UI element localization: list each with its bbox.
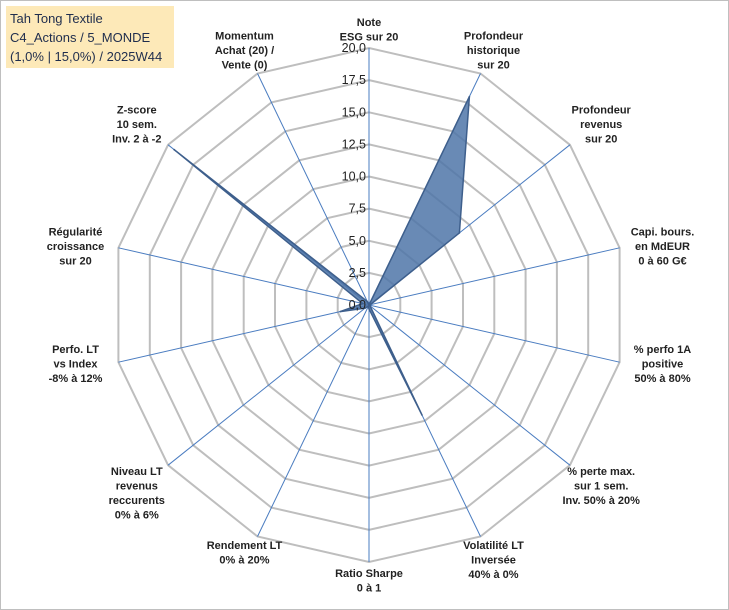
title-line: Tah Tong Textile [10, 11, 103, 26]
axis-label-line: % perfo 1A [634, 344, 692, 356]
axis-label-line: sur 20 [585, 133, 617, 145]
data-point [368, 308, 370, 310]
tick-label: 2,5 [349, 266, 366, 280]
axis-spoke [118, 247, 370, 306]
radar-series [173, 95, 471, 416]
axis-spoke [257, 73, 370, 306]
axis-label-line: 10 sem. [117, 119, 157, 131]
axis-label: Z-score 10 sem. Inv. 2 à -2 [112, 104, 161, 145]
axis-label: Rendement LT 0% à 20% [207, 540, 283, 567]
axis-label-line: sur 20 [477, 60, 509, 72]
axis-spoke [368, 247, 620, 306]
axis-label-line: positive [642, 359, 684, 371]
data-point [366, 300, 369, 303]
tick-label: 7,5 [349, 202, 366, 216]
data-point [468, 95, 471, 98]
axis-label-line: ESG sur 20 [340, 32, 399, 44]
tick-label: 20,0 [342, 41, 366, 55]
data-point [369, 305, 371, 307]
axis-label-line: historique [467, 45, 520, 57]
axis-label-line: Capi. bours. [631, 226, 695, 238]
axis-label-line: vs Index [53, 359, 98, 371]
axis-label: % perte max. sur 1 sem. Inv. 50% à 20% [562, 466, 640, 507]
axis-label-line: croissance [47, 241, 104, 253]
axis-label-line: Achat (20) / [215, 45, 274, 57]
axis-label: Note ESG sur 20 [340, 17, 399, 44]
data-point [367, 305, 370, 308]
axis-label: Ratio Sharpe 0 à 1 [335, 568, 403, 595]
axis-label-line: % perte max. [567, 466, 635, 478]
axis-spoke [118, 304, 370, 363]
data-point [421, 414, 423, 416]
axis-label-line: 0 à 60 G€ [638, 255, 686, 267]
radar-axis-labels: Note ESG sur 20 Profondeur historique sur 20… [47, 17, 695, 595]
tick-label: 0,0 [349, 298, 366, 312]
axis-label-line: revenus [116, 481, 158, 493]
axis-label-line: Z-score [117, 104, 157, 116]
axis-label: Niveau LT revenus reccurents 0% à 6% [109, 466, 165, 522]
axis-label-line: reccurents [109, 495, 165, 507]
data-point [339, 310, 342, 313]
axis-label-line: sur 20 [59, 255, 91, 267]
axis-label: Régularité croissance sur 20 [47, 226, 104, 267]
data-point [173, 148, 175, 151]
axis-label: Perfo. LT vs Index -8% à 12% [49, 344, 103, 385]
tick-label: 15,0 [342, 105, 366, 119]
axis-spoke [257, 304, 370, 537]
axis-label-line: -8% à 12% [49, 373, 103, 385]
data-point [364, 307, 366, 310]
axis-label-line: Ratio Sharpe [335, 568, 403, 580]
data-point [361, 302, 364, 305]
axis-label-line: Régularité [49, 226, 103, 238]
chart-title-box: Tah Tong Textile C4_Actions / 5_MONDE (1… [6, 6, 174, 68]
axis-spoke [167, 304, 370, 466]
axis-label: Profondeur historique sur 20 [464, 31, 524, 72]
axis-label-line: 0% à 6% [115, 510, 159, 522]
axis-label-line: 50% à 80% [634, 373, 690, 385]
axis-label-line: Profondeur [572, 104, 632, 116]
axis-label-line: Profondeur [464, 31, 524, 43]
axis-label-line: Inv. 50% à 20% [562, 495, 640, 507]
axis-label-line: Inv. 2 à -2 [112, 133, 161, 145]
tick-label: 5,0 [349, 234, 366, 248]
axis-label-line: revenus [580, 119, 622, 131]
axis-label-line: 0 à 1 [357, 583, 381, 595]
axis-spoke [368, 304, 571, 466]
axis-label: Profondeur revenus sur 20 [572, 104, 632, 145]
axis-label-line: Vente (0) [222, 60, 268, 72]
axis-label-line: Note [357, 17, 381, 29]
tick-label: 17,5 [342, 73, 366, 87]
axis-label: Momentum Achat (20) / Vente (0) [215, 31, 274, 72]
axis-label-line: Inversée [471, 554, 516, 566]
title-line: (1,0% | 15,0%) / 2025W44 [10, 49, 163, 64]
axis-label-line: sur 1 sem. [574, 481, 628, 493]
axis-label-line: en MdEUR [635, 241, 690, 253]
data-point [458, 232, 461, 234]
axis-spoke [368, 304, 620, 363]
tick-label: 12,5 [342, 137, 366, 151]
axis-label-line: Rendement LT [207, 540, 283, 552]
axis-label: Volatilité LT Inversée 40% à 0% [463, 540, 524, 581]
title-line: C4_Actions / 5_MONDE [10, 30, 151, 45]
axis-label-line: Niveau LT [111, 466, 163, 478]
axis-label-line: Perfo. LT [52, 344, 99, 356]
axis-label: % perfo 1A positive 50% à 80% [634, 344, 692, 385]
axis-label: Capi. bours. en MdEUR 0 à 60 G€ [631, 226, 695, 267]
tick-label: 10,0 [342, 170, 366, 184]
axis-label-line: Volatilité LT [463, 540, 524, 552]
radar-tick-labels: 0,0 2,5 5,0 7,5 10,0 12,5 15,0 17,5 20,0 [342, 41, 366, 312]
axis-label-line: 40% à 0% [468, 569, 518, 581]
axis-label-line: 0% à 20% [219, 554, 269, 566]
axis-label-line: Momentum [215, 31, 274, 43]
